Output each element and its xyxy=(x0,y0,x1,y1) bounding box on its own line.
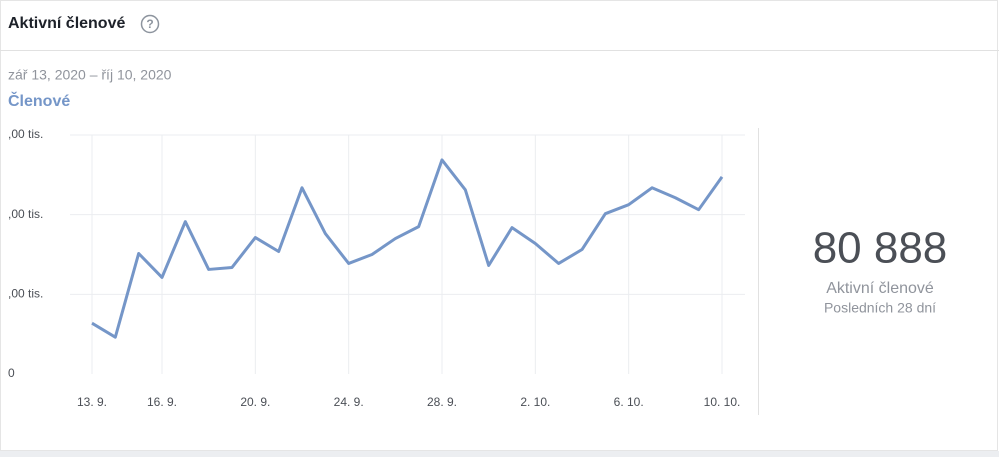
header-title: Aktivní členové xyxy=(8,15,125,32)
x-tick-label: 13. 9. xyxy=(77,395,107,409)
y-tick-label: ,00 tis. xyxy=(8,207,43,221)
x-tick-label: 16. 9. xyxy=(147,395,177,409)
x-tick-label: 6. 10. xyxy=(614,395,644,409)
x-tick-label: 10. 10. xyxy=(704,395,741,409)
summary-label: Aktivní členové xyxy=(826,280,934,297)
series-name: Členové xyxy=(8,91,70,110)
x-tick-label: 24. 9. xyxy=(334,395,364,409)
card-frame xyxy=(0,0,998,451)
date-range: zář 13, 2020 – říj 10, 2020 xyxy=(8,67,172,83)
summary-value: 80 888 xyxy=(813,224,948,273)
plot: 0 ,00 tis. ,00 tis. ,00 tis. 13. 9. 16. 9. 20.… xyxy=(8,127,745,409)
summary-period: Posledních 28 dní xyxy=(824,300,936,316)
help-icon-glyph[interactable]: ? xyxy=(146,17,153,31)
x-tick-label: 2. 10. xyxy=(520,395,550,409)
series-line xyxy=(91,158,724,339)
y-tick-label: 0 xyxy=(8,366,15,380)
x-tick-label: 20. 9. xyxy=(240,395,270,409)
bottom-strip xyxy=(0,451,999,457)
help-icon[interactable] xyxy=(140,14,160,34)
x-tick-label: 28. 9. xyxy=(427,395,457,409)
y-tick-label: ,00 tis. xyxy=(8,127,43,141)
y-tick-label: ,00 tis. xyxy=(8,287,43,301)
